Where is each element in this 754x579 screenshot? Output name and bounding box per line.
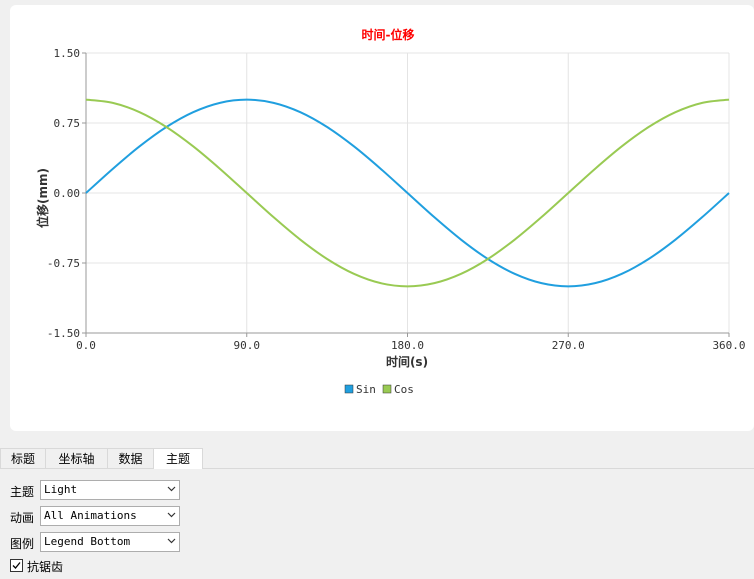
- animation-select[interactable]: All Animations: [40, 506, 180, 526]
- tab-theme[interactable]: 主题: [153, 448, 203, 469]
- chevron-down-icon: [167, 486, 176, 492]
- chevron-down-icon: [167, 512, 176, 518]
- legend-select[interactable]: Legend Bottom: [40, 532, 180, 552]
- x-tick-label: 0.0: [76, 339, 96, 352]
- chart-svg: 0.0 90.0 180.0 270.0 360.0 1.50 0.75 0.00 -0.75 -…: [35, 27, 746, 396]
- chart-title: 时间-位移: [362, 27, 415, 42]
- x-tick-label: 180.0: [391, 339, 424, 352]
- theme-select[interactable]: Light: [40, 480, 180, 500]
- animation-select-value: All Animations: [44, 509, 137, 522]
- legend-select-value: Legend Bottom: [44, 535, 131, 548]
- animation-label: 动画: [10, 511, 35, 525]
- tab-label: 坐标轴: [58, 452, 95, 466]
- tab-label: 主题: [165, 452, 190, 466]
- axis-layer: [82, 52, 730, 337]
- chevron-down-icon: [167, 538, 176, 544]
- y-tick-label: 0.00: [54, 187, 81, 200]
- series-line-cos: [85, 98, 730, 288]
- y-tick-label: 0.75: [54, 117, 81, 130]
- theme-select-value: Light: [44, 483, 78, 496]
- antialias-row: 抗锯齿: [10, 557, 130, 577]
- y-tick-label: -0.75: [47, 257, 80, 270]
- series-layer: [85, 98, 730, 288]
- legend-row: 图例 Legend Bottom: [10, 532, 190, 552]
- antialias-label: 抗锯齿: [27, 560, 64, 574]
- checkmark-icon: [12, 562, 21, 569]
- legend: Sin Cos: [344, 383, 414, 396]
- legend-marker: [382, 384, 392, 394]
- theme-row: 主题 Light: [10, 480, 190, 500]
- chart-panel: 0.0 90.0 180.0 270.0 360.0 1.50 0.75 0.00 -0.75 -…: [10, 5, 754, 431]
- y-tick-label: -1.50: [47, 327, 80, 340]
- tab-label: 标题: [10, 452, 35, 466]
- legend-item-label: Sin: [356, 383, 376, 396]
- animation-row: 动画 All Animations: [10, 506, 190, 526]
- legend-item-label: Cos: [394, 383, 414, 396]
- tab-bar: 标题 坐标轴 数据 主题: [0, 448, 754, 469]
- tab-label: 数据: [118, 452, 143, 466]
- antialias-checkbox[interactable]: [10, 559, 23, 572]
- series-line-sin: [85, 98, 730, 288]
- y-axis-label: 位移(mm): [35, 168, 50, 228]
- theme-label: 主题: [10, 485, 35, 499]
- tab-title[interactable]: 标题: [0, 448, 46, 468]
- y-tick-label: 1.50: [54, 47, 81, 60]
- legend-label: 图例: [10, 537, 35, 551]
- label-layer: 0.0 90.0 180.0 270.0 360.0 1.50 0.75 0.00 -0.75 -…: [47, 47, 746, 352]
- x-tick-label: 270.0: [552, 339, 585, 352]
- x-tick-label: 90.0: [234, 339, 261, 352]
- x-tick-label: 360.0: [712, 339, 745, 352]
- legend-marker: [344, 384, 354, 394]
- tab-axis[interactable]: 坐标轴: [45, 448, 108, 468]
- x-axis-label: 时间(s): [386, 354, 428, 369]
- tab-data[interactable]: 数据: [107, 448, 154, 468]
